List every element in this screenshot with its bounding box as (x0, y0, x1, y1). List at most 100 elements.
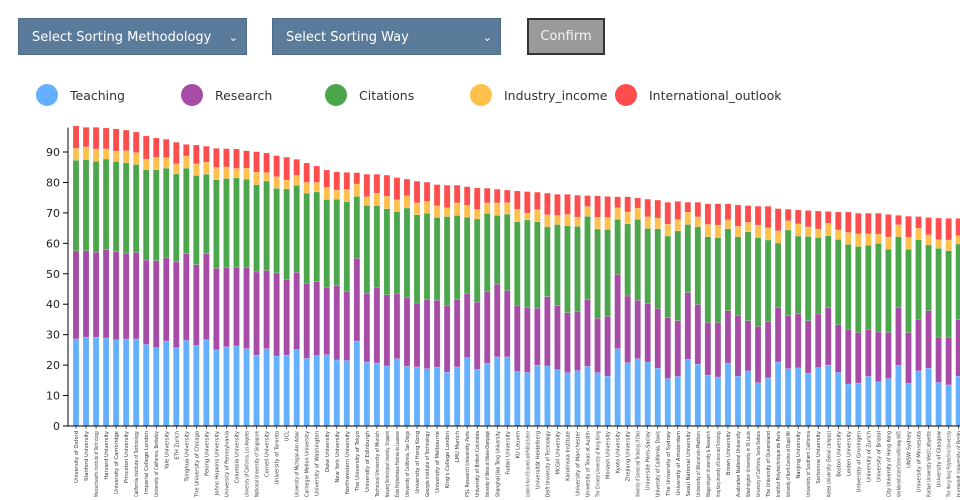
bar-segment-citations (915, 239, 922, 320)
bar-segment-industry_income (333, 189, 341, 200)
bar-segment-industry_income (925, 234, 932, 246)
bar-segment-industry_income (534, 209, 541, 222)
bar-segment-citations (504, 213, 511, 291)
bar-segment-research (293, 272, 300, 350)
bar-segment-research (865, 328, 872, 377)
bar-segment-citations (183, 167, 190, 254)
bar-segment-industry_income (704, 224, 712, 237)
y-tick-label: 20 (46, 359, 60, 372)
bar-segment-teaching (82, 336, 90, 427)
bar-segment-citations (644, 228, 651, 304)
x-tick-label: Brown University (726, 431, 732, 475)
x-tick-label: PSL Research University Paris (465, 431, 471, 497)
bar-segment-research (594, 317, 601, 373)
bar-segment-international_outlook (584, 195, 591, 207)
bar-segment-research (604, 316, 611, 377)
x-tick-label: Technical University of Munich (375, 431, 381, 498)
bar-segment-international_outlook (463, 186, 471, 206)
bar-segment-international_outlook (734, 204, 742, 227)
x-tick-label: University of Manchester (576, 430, 582, 496)
bar-segment-industry_income (865, 233, 872, 246)
bar-segment-international_outlook (203, 145, 210, 163)
bar-segment-teaching (624, 362, 631, 427)
bar-segment-industry_income (443, 207, 451, 217)
bar-segment-research (112, 251, 120, 341)
bar-segment-teaching (183, 340, 190, 427)
bar-segment-teaching (955, 375, 960, 427)
bar-segment-research (694, 304, 702, 365)
bar-segment-industry_income (463, 205, 471, 218)
bar-segment-international_outlook (544, 192, 551, 215)
bar-segment-international_outlook (564, 194, 571, 215)
bar-segment-international_outlook (554, 194, 561, 216)
bar-segment-citations (383, 208, 391, 296)
sort-methodology-select[interactable]: Select Sorting Methodology ⌄ (18, 18, 247, 55)
bar-segment-international_outlook (303, 162, 310, 183)
bar-segment-international_outlook (594, 195, 601, 218)
bar-segment-international_outlook (82, 127, 90, 148)
bar-segment-teaching (193, 345, 200, 427)
bar-segment-research (263, 270, 270, 349)
bar-segment-international_outlook (92, 127, 100, 150)
bar-segment-industry_income (363, 196, 371, 206)
x-tick-label: Johns Hopkins University (214, 431, 220, 496)
bar-segment-international_outlook (664, 201, 672, 225)
bar-segment-research (624, 295, 631, 363)
bar-segment-international_outlook (724, 203, 732, 221)
bar-segment-research (855, 332, 862, 384)
x-tick-label: Washington University in St Louis (746, 431, 752, 497)
bar-segment-industry_income (483, 202, 491, 214)
x-tick-label: Australian National University (736, 431, 742, 497)
bar-segment-international_outlook (935, 217, 942, 240)
bar-segment-industry_income (504, 202, 511, 215)
bar-segment-industry_income (72, 148, 80, 161)
bar-segment-teaching (784, 368, 792, 427)
bar-segment-international_outlook (183, 144, 190, 157)
bar-segment-industry_income (423, 201, 431, 214)
x-tick-label: University of California, San Diego (405, 431, 411, 497)
bar-segment-industry_income (835, 229, 842, 240)
x-tick-label: The University of Queensland (766, 431, 772, 498)
bar-segment-industry_income (905, 236, 912, 250)
bar-segment-teaching (203, 339, 210, 427)
bar-segment-research (403, 296, 411, 367)
bar-segment-research (804, 320, 812, 374)
sort-way-select[interactable]: Select Sorting Way ⌄ (272, 18, 501, 55)
x-tick-label: University of Amsterdam (676, 431, 682, 496)
bar-segment-research (825, 307, 832, 366)
bar-segment-industry_income (825, 222, 832, 236)
legend-swatch (615, 84, 637, 106)
bar-segment-teaching (373, 362, 381, 427)
bar-segment-research (233, 266, 240, 347)
bar-segment-international_outlook (925, 217, 932, 236)
bar-segment-teaching (825, 364, 832, 427)
bar-segment-teaching (293, 349, 300, 427)
x-tick-label: Korea University (Seoul campus) (826, 431, 832, 497)
bar-segment-research (483, 291, 491, 364)
y-tick-label: 40 (46, 298, 60, 311)
bar-segment-research (223, 267, 230, 348)
x-tick-label: University of Glasgow (937, 430, 943, 487)
bar-segment-citations (363, 205, 371, 294)
confirm-button[interactable]: Confirm (527, 18, 605, 55)
bar-segment-research (102, 249, 110, 339)
bar-segment-international_outlook (343, 172, 351, 190)
x-tick-label: Shanghai Jiao Tong University (495, 431, 501, 497)
bar-segment-research (393, 293, 401, 359)
bar-segment-international_outlook (514, 190, 521, 210)
bar-segment-international_outlook (835, 211, 842, 231)
x-tick-label: The University of Sydney (666, 431, 672, 497)
bar-segment-research (82, 250, 90, 338)
x-tick-label: Korea Advanced Institute of Science and … (896, 431, 902, 497)
bar-segment-citations (694, 226, 702, 305)
bar-segment-international_outlook (132, 131, 140, 153)
x-tick-label: National University of Singapore (255, 431, 261, 497)
chevron-down-icon: ⌄ (482, 31, 492, 44)
bar-segment-citations (193, 175, 200, 265)
legend-label: International_outlook (649, 87, 782, 103)
bar-segment-teaching (574, 370, 581, 427)
bar-segment-research (905, 332, 912, 384)
bar-segment-industry_income (654, 217, 661, 229)
bar-segment-international_outlook (453, 184, 461, 204)
bar-segment-research (303, 282, 310, 359)
